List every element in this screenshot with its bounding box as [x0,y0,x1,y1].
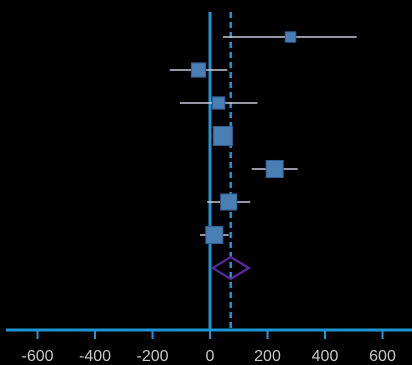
x-tick-label: 400 [312,348,339,365]
study-marker-7 [205,225,224,245]
study-marker-5 [265,159,284,179]
x-tick-label: -400 [79,348,111,365]
study-markers [190,31,297,245]
study-marker-1 [284,31,297,43]
pooled-diamond [210,255,251,281]
study-marker-4 [212,126,233,146]
study-marker-6 [220,193,238,211]
x-tick-label: 600 [369,348,396,365]
reference-lines [208,12,232,330]
x-axis: -600 -400 -200 0 200 400 600 [6,328,412,365]
x-tick-label: -600 [21,348,53,365]
pooled-estimate [210,255,251,281]
x-tick-label: 0 [206,348,215,365]
x-tick-label: -200 [136,348,168,365]
study-marker-3 [211,96,226,110]
study-marker-2 [190,62,207,78]
x-tick-label: 200 [254,348,281,365]
